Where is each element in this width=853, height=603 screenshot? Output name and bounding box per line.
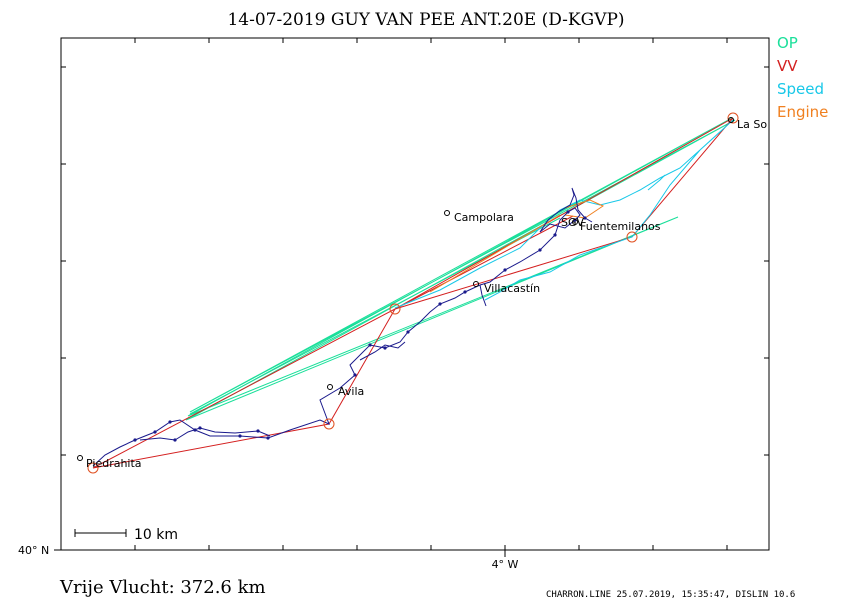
- longitude-label: 4° W: [492, 558, 519, 571]
- frame-ticks: [54, 38, 769, 557]
- legend-op: OP: [777, 34, 798, 52]
- legend-speed: Speed: [777, 80, 824, 98]
- place-label-sgv: SGV: [561, 216, 585, 229]
- speed-track: [394, 119, 734, 309]
- legend-vv: VV: [777, 57, 798, 75]
- place-label-la-so: La So: [737, 118, 767, 131]
- legend-engine: Engine: [777, 103, 828, 121]
- place-markers: [77, 117, 734, 461]
- place-label-piedrahita: Piedrahita: [86, 457, 142, 470]
- latitude-label: 40° N: [18, 544, 49, 557]
- footer-credit: CHARRON.LINE 25.07.2019, 15:35:47, DISLI…: [546, 590, 795, 600]
- place-label-campolara: Campolara: [454, 211, 514, 224]
- turnpoint-circles: [87, 112, 739, 474]
- track-points: [133, 210, 587, 442]
- scale-bar-label: 10 km: [134, 527, 178, 543]
- map-title: 14-07-2019 GUY VAN PEE ANT.20E (D-KGVP): [227, 10, 624, 30]
- flight-track: [92, 187, 593, 467]
- map-frame: [60, 37, 770, 551]
- scale-bar: [74, 529, 127, 537]
- place-label-avila: Avila: [338, 385, 364, 398]
- free-flight-distance: Vrije Vlucht: 372.6 km: [59, 577, 266, 598]
- place-label-villacastin: Villacastín: [484, 282, 540, 295]
- place-label-fuentemilanos: Fuentemilanos: [580, 220, 661, 233]
